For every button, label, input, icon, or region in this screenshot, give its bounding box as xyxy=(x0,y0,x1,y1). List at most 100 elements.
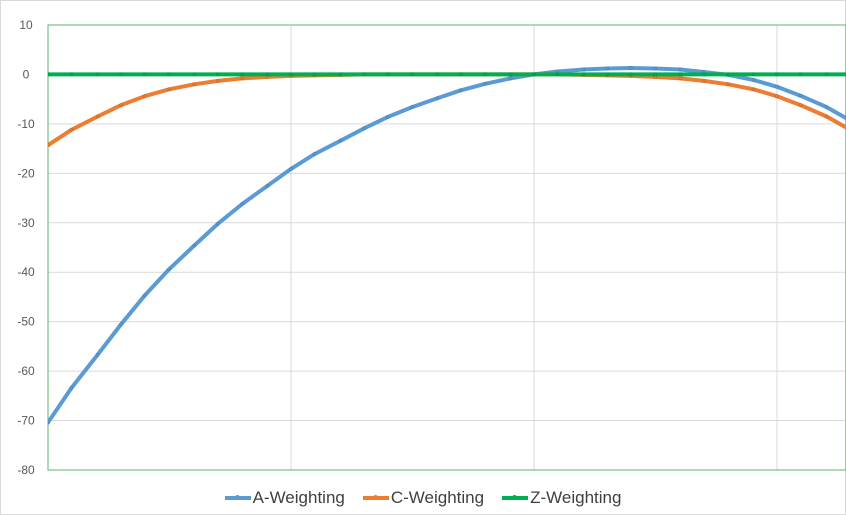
data-point xyxy=(265,72,270,77)
data-point xyxy=(48,420,50,425)
legend-item: C-Weighting xyxy=(362,488,485,508)
data-point xyxy=(751,78,756,82)
data-point xyxy=(775,94,779,99)
data-point xyxy=(798,93,803,98)
y-tick-label: -80 xyxy=(17,463,35,477)
data-point xyxy=(215,79,220,83)
data-point xyxy=(119,103,124,107)
y-tick-label: -30 xyxy=(17,216,35,230)
data-point xyxy=(678,72,683,77)
data-point xyxy=(798,72,803,77)
data-point xyxy=(312,72,317,77)
data-point xyxy=(435,96,440,101)
data-point xyxy=(824,105,829,109)
data-point xyxy=(798,103,803,107)
data-point xyxy=(142,72,147,77)
data-point xyxy=(142,293,147,298)
legend-swatch xyxy=(224,495,251,500)
plot-area-border xyxy=(47,24,846,471)
series-line-a-weighting xyxy=(48,66,846,425)
y-axis-tick-labels: 10 0 -10 -20 -30 -40 -50 -60 -70 -80 xyxy=(17,18,35,477)
series-lines xyxy=(48,66,846,425)
data-point xyxy=(726,82,731,87)
data-point xyxy=(240,76,245,81)
data-point xyxy=(119,322,124,326)
data-point xyxy=(48,143,50,148)
y-tick-label: -70 xyxy=(17,414,35,428)
legend-label: C-Weighting xyxy=(390,488,485,507)
data-point xyxy=(726,72,731,77)
y-tick-label: -10 xyxy=(17,117,35,131)
data-point xyxy=(240,72,245,77)
data-point xyxy=(678,76,683,81)
legend: A-Weighting C-Weighting Z-Weighting xyxy=(0,486,846,510)
data-point xyxy=(312,152,317,156)
data-point xyxy=(824,72,829,77)
data-point xyxy=(167,72,171,77)
y-tick-label: -50 xyxy=(17,315,35,329)
y-tick-label: -60 xyxy=(17,364,35,378)
data-point xyxy=(192,72,197,77)
data-point xyxy=(69,127,74,132)
data-point xyxy=(215,221,220,226)
y-tick-label: 10 xyxy=(19,18,33,32)
data-point xyxy=(483,72,488,77)
data-point xyxy=(458,72,463,77)
data-point xyxy=(167,267,171,272)
data-point xyxy=(701,72,706,77)
data-point xyxy=(192,82,197,87)
data-point xyxy=(410,105,414,109)
data-point xyxy=(605,66,610,71)
legend-item: Z-Weighting xyxy=(502,488,621,508)
y-tick-label: -40 xyxy=(17,265,35,279)
data-point xyxy=(95,72,100,77)
data-point xyxy=(265,183,270,188)
data-point xyxy=(653,72,657,77)
data-point xyxy=(48,72,50,77)
data-point xyxy=(69,386,74,390)
data-point xyxy=(289,167,293,171)
y-tick-label: 0 xyxy=(23,67,30,81)
data-point xyxy=(581,67,586,72)
data-point xyxy=(338,138,343,143)
data-point xyxy=(240,202,245,206)
data-point xyxy=(751,87,756,92)
data-point xyxy=(508,76,513,81)
legend-label: A-Weighting xyxy=(252,488,345,507)
data-point xyxy=(605,72,610,77)
data-point xyxy=(653,66,657,71)
data-point xyxy=(289,72,293,77)
data-point xyxy=(362,72,367,77)
data-point xyxy=(701,79,706,83)
data-point xyxy=(458,88,463,93)
data-point xyxy=(362,126,367,131)
data-point xyxy=(555,72,560,77)
data-point xyxy=(435,72,440,77)
legend-swatch xyxy=(362,495,389,500)
gridlines xyxy=(47,24,846,471)
data-point xyxy=(508,72,513,77)
data-point xyxy=(167,87,171,92)
data-point xyxy=(483,81,488,86)
data-point xyxy=(410,72,414,77)
data-point xyxy=(338,72,343,77)
data-point xyxy=(751,72,756,77)
data-point xyxy=(69,72,74,77)
data-point xyxy=(385,115,390,119)
series-line-c-weighting xyxy=(48,72,846,148)
data-point xyxy=(119,72,124,77)
y-tick-label: -20 xyxy=(17,166,35,180)
line-chart: 10 0 -10 -20 -30 -40 -50 -60 -70 -80 xyxy=(17,18,846,477)
data-point xyxy=(628,66,633,70)
data-point xyxy=(824,114,829,119)
data-point xyxy=(628,72,633,77)
data-point xyxy=(581,72,586,77)
data-point xyxy=(192,243,197,248)
data-point xyxy=(775,72,779,77)
legend-item: A-Weighting xyxy=(224,488,345,508)
data-point xyxy=(215,72,220,77)
data-point xyxy=(532,72,536,77)
legend-swatch xyxy=(502,495,529,500)
data-point xyxy=(142,94,147,99)
